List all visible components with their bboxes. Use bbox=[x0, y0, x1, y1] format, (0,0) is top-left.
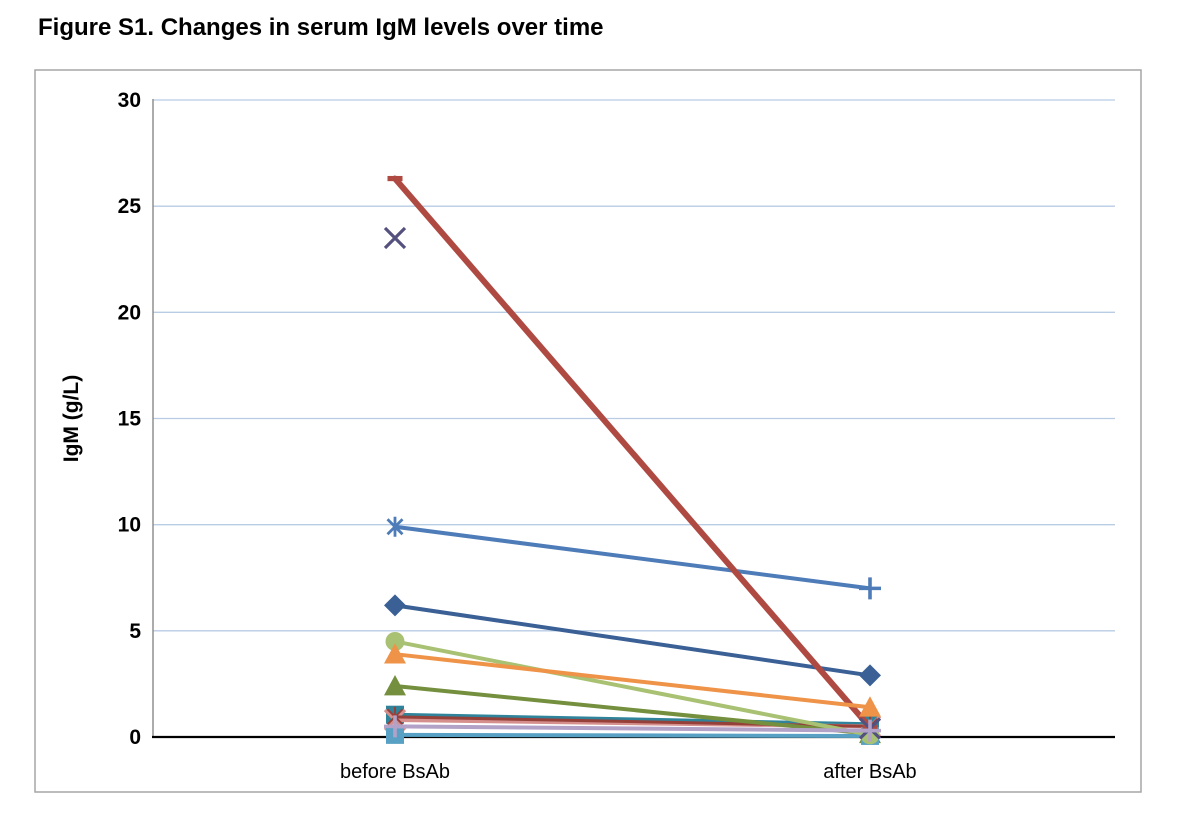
patient-11-line bbox=[393, 724, 872, 733]
y-axis-title: IgM (g/L) bbox=[60, 375, 83, 462]
y-axis-tick-label-0: 0 bbox=[129, 726, 141, 749]
patient-4-point-2-plus-marker bbox=[859, 577, 881, 600]
y-axis-tick-label-30: 30 bbox=[118, 89, 141, 112]
patient-4-point-1-star-marker bbox=[386, 516, 404, 537]
patient-3-point-1-x-marker bbox=[383, 226, 407, 250]
x-axis-category-label-2: after BsAb bbox=[823, 761, 916, 783]
patient-4-line bbox=[393, 524, 872, 591]
patient-5-point-1-circle-marker bbox=[385, 631, 405, 651]
patient-1-point-1-diamond-marker bbox=[384, 594, 406, 617]
patient-2-line bbox=[392, 175, 873, 731]
figure-title: Figure S1. Changes in serum IgM levels o… bbox=[38, 14, 604, 41]
y-axis-tick-label-10: 10 bbox=[118, 514, 141, 537]
patient-6-point-1-triangle-marker bbox=[384, 643, 406, 664]
patient-8-line bbox=[393, 712, 872, 727]
patient-5-line bbox=[393, 639, 872, 737]
y-axis-tick-label-20: 20 bbox=[118, 301, 141, 324]
y-axis-tick-label-5: 5 bbox=[129, 620, 141, 643]
patient-7-point-1-triangle-marker bbox=[384, 675, 406, 696]
patient-6-line bbox=[393, 652, 872, 710]
patient-6-point-2-triangle-marker bbox=[859, 696, 881, 717]
patient-2-point-1-dash-marker bbox=[387, 175, 403, 182]
patient-1-line bbox=[393, 603, 872, 678]
patient-11-point-2-plus-marker bbox=[859, 719, 881, 742]
chart-plot-border bbox=[34, 69, 1142, 793]
patient-1-point-2-diamond-marker bbox=[859, 664, 881, 687]
patient-12-line bbox=[393, 732, 872, 738]
y-axis-tick-label-25: 25 bbox=[118, 195, 142, 218]
y-axis-tick-label-15: 15 bbox=[118, 408, 142, 431]
patient-11-point-1-plus-marker bbox=[384, 715, 406, 738]
patient-7-line bbox=[393, 684, 872, 736]
x-axis-category-label-1: before BsAb bbox=[340, 761, 450, 783]
